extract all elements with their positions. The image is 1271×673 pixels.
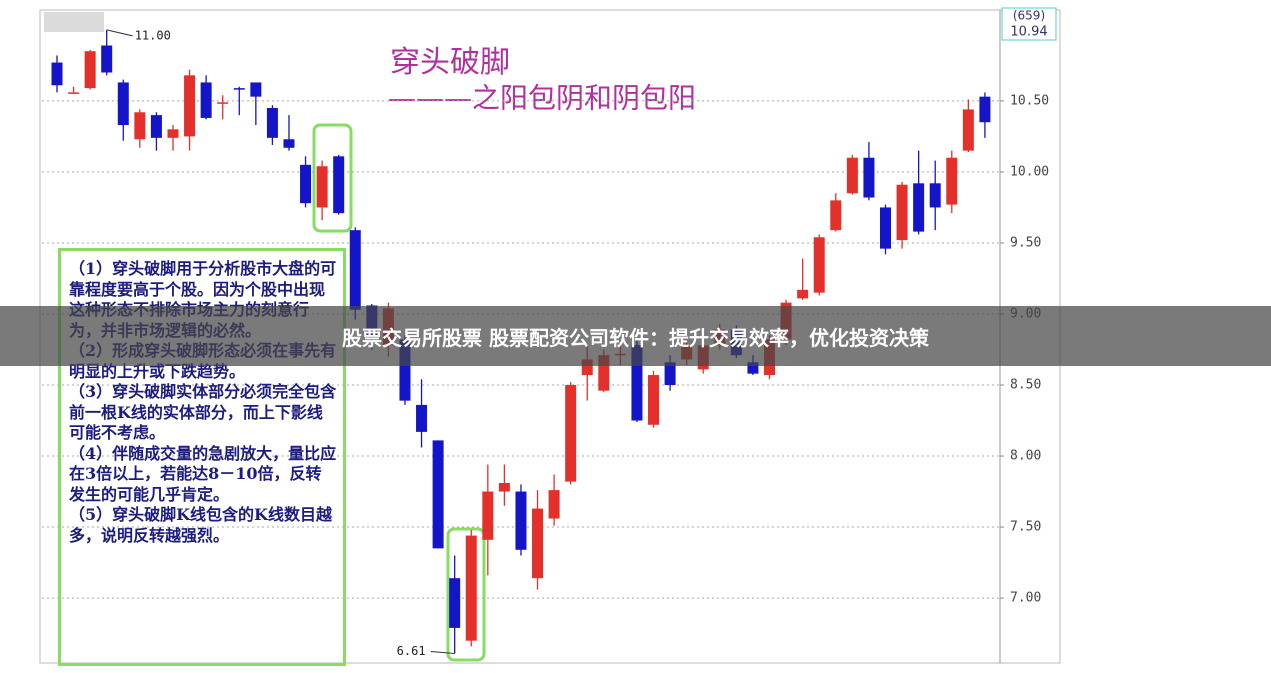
chart-title: 穿头破脚 <box>390 45 510 80</box>
candle-body <box>482 491 494 540</box>
y-tick-label: 8.50 <box>1010 378 1041 393</box>
candle-body <box>300 164 312 204</box>
candle-body <box>548 490 560 519</box>
candle-body <box>598 355 610 391</box>
chart-subtitle: ———之阳包阴和阴包阳 <box>388 82 696 115</box>
note: （5）穿头破脚K线包含的K线数目越多，说明反转越强烈。 <box>69 505 332 545</box>
candle-body <box>167 129 179 138</box>
candle-body <box>134 112 146 140</box>
candle-body <box>333 156 345 214</box>
candle-body <box>84 51 96 89</box>
stock-code: (659) <box>1013 9 1045 23</box>
candle-body <box>101 45 113 73</box>
blurred-label <box>44 12 104 32</box>
annotation-leader <box>430 650 455 654</box>
candle-body <box>498 483 510 492</box>
candle-body <box>830 200 842 231</box>
candle-body <box>880 207 891 249</box>
price-tag-box <box>1001 7 1057 41</box>
candle-body <box>449 578 461 628</box>
y-tick-label: 10.00 <box>1010 164 1049 179</box>
candle-body <box>631 345 643 421</box>
candle-body <box>465 535 477 641</box>
annotation-label: 6.61 <box>397 644 426 658</box>
candle-body <box>813 237 825 293</box>
annotation-leader <box>106 29 133 37</box>
candle-body <box>929 183 941 208</box>
candle-body <box>217 102 229 104</box>
y-tick-label: 10.50 <box>1010 93 1049 108</box>
candle-body <box>200 82 212 118</box>
candle-body <box>962 109 974 151</box>
price-tag: 10.94 <box>1010 25 1047 40</box>
candle-body <box>150 115 162 138</box>
candle-body <box>846 157 858 194</box>
candle-body <box>416 404 428 432</box>
y-tick-label: 9.50 <box>1010 235 1041 250</box>
candle-body <box>250 82 262 97</box>
candle-body <box>184 75 196 137</box>
candle-body <box>747 362 759 374</box>
candle-body <box>316 166 328 208</box>
annotation-label: 11.00 <box>135 28 171 42</box>
y-tick-label: 8.00 <box>1010 449 1041 464</box>
candle-body <box>283 139 295 148</box>
candle-body <box>532 508 544 579</box>
candle-body <box>664 362 676 386</box>
banner-text: 股票交易所股票 股票配资公司软件：提升交易效率，优化投资决策 <box>342 325 929 350</box>
highlight-box <box>446 527 486 662</box>
candle-body <box>399 339 411 401</box>
candle-body <box>648 375 660 425</box>
note: （4）伴随成交量的急剧放大，量比应在3倍以上，若能达8－10倍，反转发生的可能几… <box>69 443 337 504</box>
candle-body <box>233 88 245 90</box>
candle-body <box>68 92 80 94</box>
candle-body <box>581 359 593 376</box>
y-tick-label: 7.50 <box>1010 520 1041 535</box>
candle-body <box>797 289 809 299</box>
candle-body <box>565 385 577 482</box>
candle-body <box>946 157 958 205</box>
note: （3）穿头破脚实体部分必须完全包含前一根K线的实体部分，而上下影线可能不考虑。 <box>69 382 337 442</box>
candle-body <box>432 440 444 549</box>
overlay-banner: 股票交易所股票 股票配资公司软件：提升交易效率，优化投资决策 <box>0 306 1271 366</box>
y-tick-label: 7.00 <box>1010 591 1041 606</box>
candle-body <box>863 157 875 198</box>
candle-body <box>896 184 908 241</box>
candle-body <box>913 183 925 232</box>
candle-body <box>51 62 63 86</box>
candle-body <box>349 230 361 310</box>
candle-body <box>117 82 129 126</box>
highlight-box <box>312 123 353 233</box>
candle-body <box>266 108 278 138</box>
candle-body <box>515 491 527 550</box>
candle-body <box>979 96 991 123</box>
